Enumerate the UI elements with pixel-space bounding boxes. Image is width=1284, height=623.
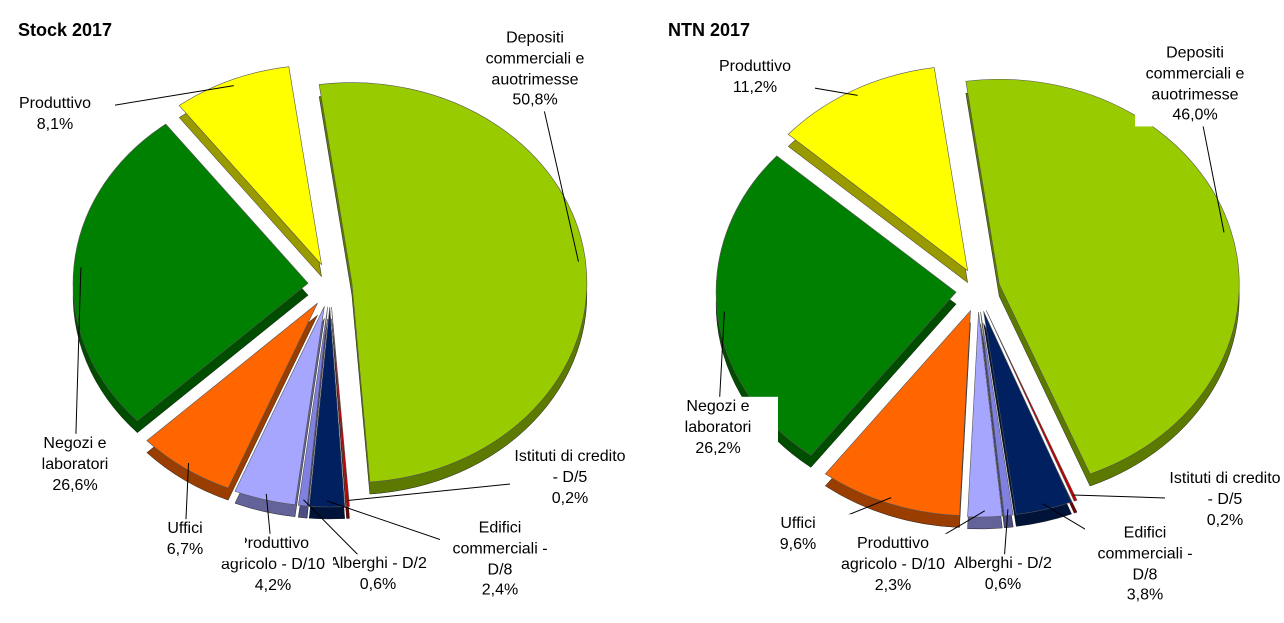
data-label: Depositi commerciali e auotrimesse 50,8% [475,28,595,112]
label-name: Edifici commerciali - D/8 [452,519,548,578]
label-value: 4,2% [254,576,292,594]
slice [331,306,350,507]
label-value: 0,6% [359,576,397,593]
label-value: 50,8% [512,91,558,109]
label-name: Negozi e laboratori [41,434,109,473]
label-value: 6,7% [166,541,204,558]
slice [980,311,1014,517]
label-value: 8,1% [36,116,74,133]
label-value: 2,3% [874,576,912,594]
label-value: 0,2% [551,489,589,507]
label-name: Istituti di credito - D/5 [514,447,626,486]
slice [72,123,309,422]
label-name: Produttivo agricolo - D/10 [220,534,326,573]
data-label: Edifici commerciali - D/8 3,8% [1085,523,1205,607]
leader-line [74,267,82,466]
slice [178,66,322,266]
data-label: Alberghi - D/2 0,6% [943,554,1063,596]
data-label: Depositi commerciali e auotrimesse 46,0% [1135,43,1255,127]
label-value: 0,2% [1206,511,1244,529]
data-label: Alberghi - D/2 0,6% [318,554,438,596]
label-value: 2,4% [481,581,519,599]
label-name: Depositi commerciali e auotrimesse [1145,44,1245,103]
slice [787,67,969,272]
label-name: Produttivo agricolo - D/10 [840,534,946,573]
data-label: Negozi e laboratori 26,6% [15,433,135,497]
data-label: Uffici 9,6% [738,514,858,556]
label-name: Negozi e laboratori [684,397,752,436]
label-name: Istituti di credito - D/5 [1169,469,1281,508]
label-value: 0,6% [984,576,1022,593]
label-name: Alberghi - D/2 [954,555,1052,573]
slice [965,79,1240,475]
slice [146,302,318,489]
slice [297,306,328,507]
slice [985,310,1078,502]
data-label: Negozi e laboratori 26,2% [658,396,778,460]
data-label: Istituti di credito - D/5 0,2% [510,446,630,510]
slice [824,309,971,516]
label-value: 3,8% [1126,586,1164,604]
label-value: 9,6% [779,536,817,553]
label-name: Uffici [167,520,203,538]
label-value: 26,2% [695,439,741,457]
chart-title: Stock 2017 [18,20,113,40]
label-name: Edifici commerciali - D/8 [1097,524,1193,583]
data-label: Uffici 6,7% [125,519,245,561]
data-label: Produttivo 8,1% [0,94,115,136]
data-label: Edifici commerciali - D/8 2,4% [440,518,560,602]
chart-title: NTN 2017 [668,20,751,40]
label-name: Produttivo [718,58,792,76]
label-value: 46,0% [1172,106,1218,124]
slice [983,311,1072,515]
data-label: Produttivo 11,2% [695,57,815,99]
label-name: Depositi commerciali e auotrimesse [485,29,585,88]
data-label: Istituti di credito - D/5 0,2% [1165,468,1284,532]
label-name: Uffici [780,515,816,533]
slice [318,82,588,483]
label-value: 11,2% [732,79,778,96]
label-value: 26,6% [52,476,98,494]
slice [967,311,1003,518]
label-name: Produttivo [18,95,92,113]
label-name: Alberghi - D/2 [329,555,427,573]
slice [234,306,325,506]
